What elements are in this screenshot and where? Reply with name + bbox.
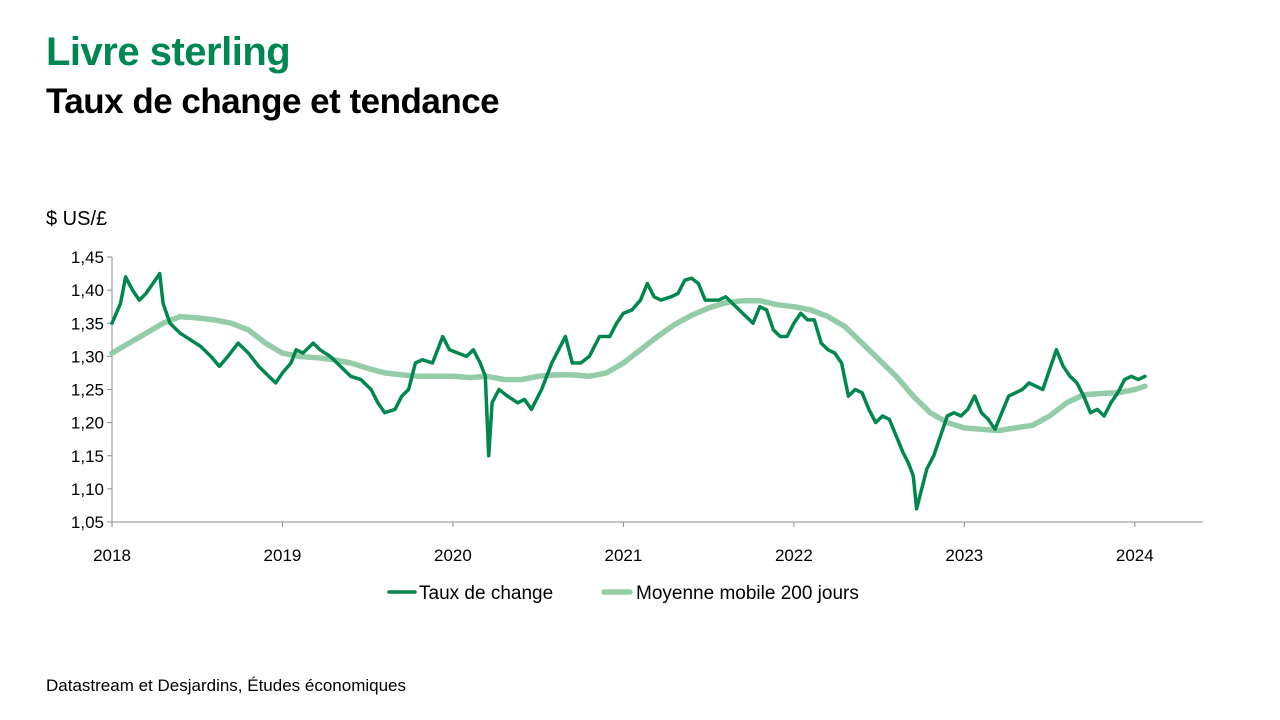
source-note: Datastream et Desjardins, Études économi… — [46, 676, 407, 695]
series-line-exchange-rate — [110, 271, 1147, 511]
y-tick-label: 1,05 — [71, 513, 104, 532]
x-tick-label: 2020 — [434, 546, 472, 565]
y-tick-label: 1,15 — [71, 447, 104, 466]
legend-item-exchange-rate-label: Taux de change — [419, 583, 553, 604]
chart-subtitle: Taux de change et tendance — [46, 82, 500, 121]
x-tick-label: 2024 — [1116, 546, 1154, 565]
y-tick-label: 1,10 — [71, 480, 104, 499]
chart-axes: 1,05 1,10 1,15 1,20 1,25 1,30 1,35 1,40 1,45 2018… — [46, 208, 1203, 565]
y-tick-label: 1,45 — [71, 248, 104, 267]
x-tick-label: 2022 — [775, 546, 813, 565]
legend-item-moving-average-label: Moyenne mobile 200 jours — [636, 583, 859, 604]
chart-title: Livre sterling — [46, 30, 291, 74]
x-tick-label: 2018 — [93, 546, 131, 565]
y-tick-label: 1,20 — [71, 414, 104, 433]
chart-legend: Taux de change Moyenne mobile 200 jours — [387, 583, 859, 604]
y-tick-label: 1,25 — [71, 381, 104, 400]
y-tick-label: 1,40 — [71, 281, 104, 300]
y-tick-label: 1,30 — [71, 347, 104, 366]
y-axis-label: $ US/£ — [46, 208, 107, 230]
x-tick-label: 2023 — [945, 546, 983, 565]
chart-series — [109, 271, 1148, 511]
series-line-moving-average — [109, 297, 1148, 434]
x-tick-label: 2019 — [264, 546, 302, 565]
x-tick-label: 2021 — [604, 546, 642, 565]
y-tick-label: 1,35 — [71, 314, 104, 333]
